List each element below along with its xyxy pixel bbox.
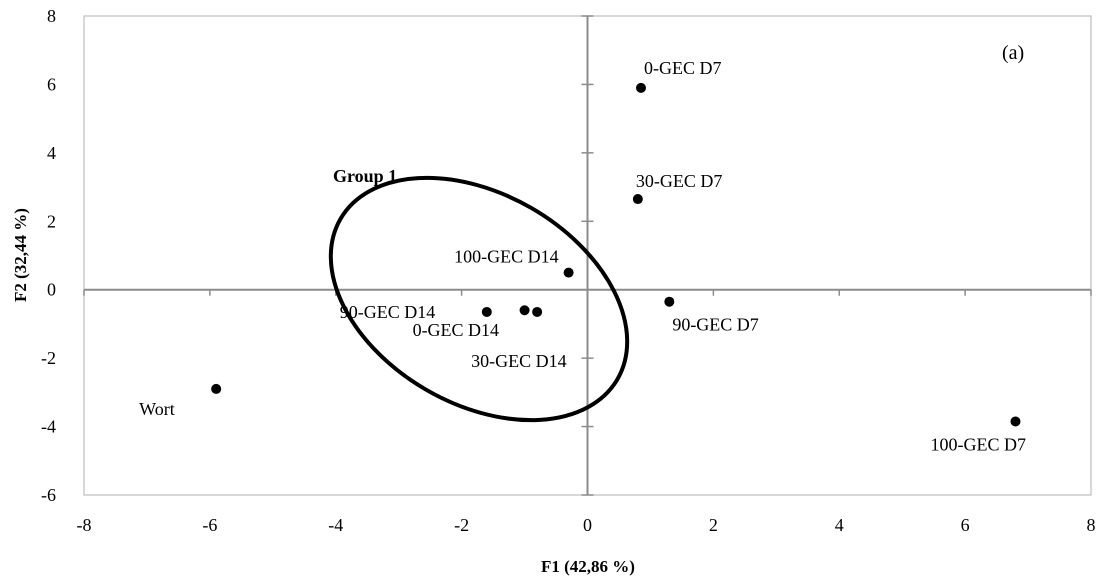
- point-label: Wort: [139, 399, 175, 419]
- data-point: [635, 82, 646, 93]
- y-tick-label: 4: [47, 143, 56, 163]
- point-label: 30-GEC D7: [636, 171, 723, 191]
- data-point: [519, 305, 530, 316]
- points-layer: 0-GEC D7 30-GEC D7 100-GEC D14 90-GEC D7 90-…: [139, 58, 1026, 455]
- x-tick-label: 2: [709, 515, 718, 535]
- x-tick-label: 6: [961, 515, 970, 535]
- y-axis-title: F2 (32,44 %): [11, 208, 30, 302]
- panel-label: (a): [1002, 42, 1024, 64]
- axes-layer: -8 -6 -4 -2 0 2 4 6 8 -6 -4 -2 0 2 4 6 8: [41, 6, 1096, 535]
- point-label: 30-GEC D14: [471, 351, 567, 371]
- point-label: 100-GEC D14: [454, 247, 559, 267]
- point-label: 90-GEC D14: [340, 302, 436, 322]
- y-tick-label: 8: [47, 6, 56, 26]
- data-point: [664, 296, 675, 307]
- annotation-layer: Group 1: [328, 166, 630, 423]
- x-tick-label: 4: [835, 515, 844, 535]
- y-tick-label: -6: [41, 485, 56, 505]
- y-tick-label: -4: [41, 417, 56, 437]
- x-tick-label: -4: [328, 515, 343, 535]
- point-label: 90-GEC D7: [672, 315, 759, 335]
- data-point: [563, 267, 574, 278]
- point-label: 0-GEC D14: [413, 320, 500, 340]
- point-label: 0-GEC D7: [644, 58, 722, 78]
- group-ellipse: [328, 175, 630, 423]
- data-point: [211, 383, 222, 394]
- x-axis-title: F1 (42,86 %): [541, 557, 635, 576]
- y-tick-label: 0: [47, 280, 56, 300]
- x-tick-label: 8: [1087, 515, 1096, 535]
- y-tick-label: 6: [47, 74, 56, 94]
- group-label: Group 1: [333, 166, 397, 186]
- point-label: 100-GEC D7: [930, 434, 1026, 454]
- x-tick-label: -8: [77, 515, 92, 535]
- x-tick-label: -2: [454, 515, 469, 535]
- y-tick-label: 2: [47, 211, 56, 231]
- data-point: [1010, 416, 1021, 427]
- data-point: [481, 306, 492, 317]
- y-tick-label: -2: [41, 348, 56, 368]
- data-point: [632, 194, 643, 205]
- x-tick-label: -6: [202, 515, 217, 535]
- x-tick-label: 0: [583, 515, 592, 535]
- data-point: [532, 306, 543, 317]
